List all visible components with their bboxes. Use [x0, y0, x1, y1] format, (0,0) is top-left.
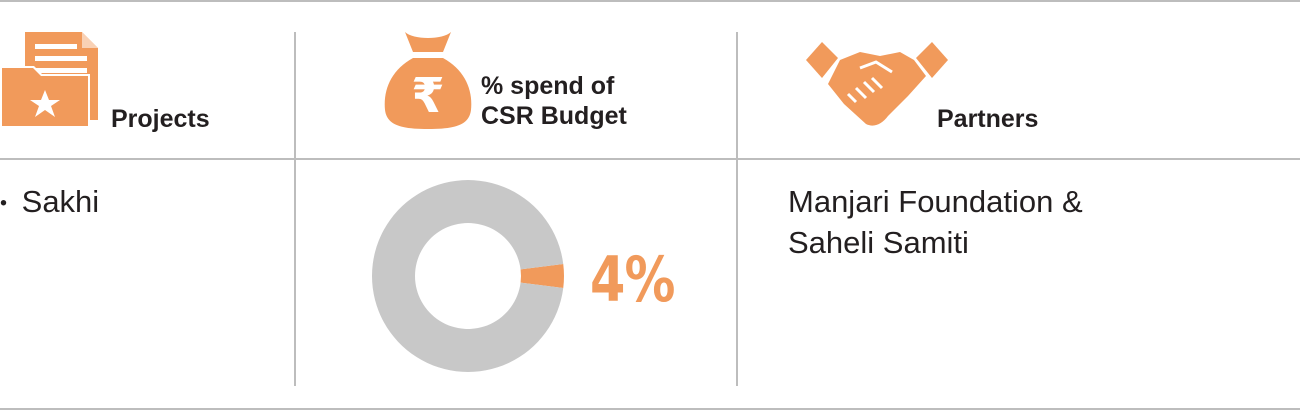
projects-header-label: Projects: [111, 105, 210, 133]
partners-line1: Manjari Foundation &: [788, 184, 1083, 219]
column-divider-1-body: [294, 160, 296, 386]
top-rule: [0, 0, 1300, 2]
partners-line2: Saheli Samiti: [788, 225, 969, 260]
spend-percent-label: 4%: [590, 243, 675, 316]
folder-star-icon: [0, 32, 98, 128]
spend-donut-chart: [372, 180, 564, 373]
column-divider-1: [294, 32, 296, 158]
column-divider-2: [736, 32, 738, 158]
svg-text:₹: ₹: [411, 68, 444, 124]
donut-slice-spend: [520, 263, 564, 289]
list-bullet: •: [0, 192, 8, 215]
partners-header-label: Partners: [937, 105, 1039, 133]
rupee-money-bag-icon: ₹: [384, 32, 472, 129]
header-rule: [0, 158, 1300, 160]
spend-header-label-line1: % spend of: [481, 72, 615, 100]
handshake-icon: [806, 42, 948, 126]
project-name: Sakhi: [21, 184, 100, 219]
bottom-rule: [0, 408, 1300, 410]
spend-header-label-line2: CSR Budget: [481, 102, 627, 130]
column-divider-2-body: [736, 160, 738, 386]
list-item: • Sakhi: [0, 181, 99, 224]
donut-slice-remaining: [372, 180, 564, 373]
